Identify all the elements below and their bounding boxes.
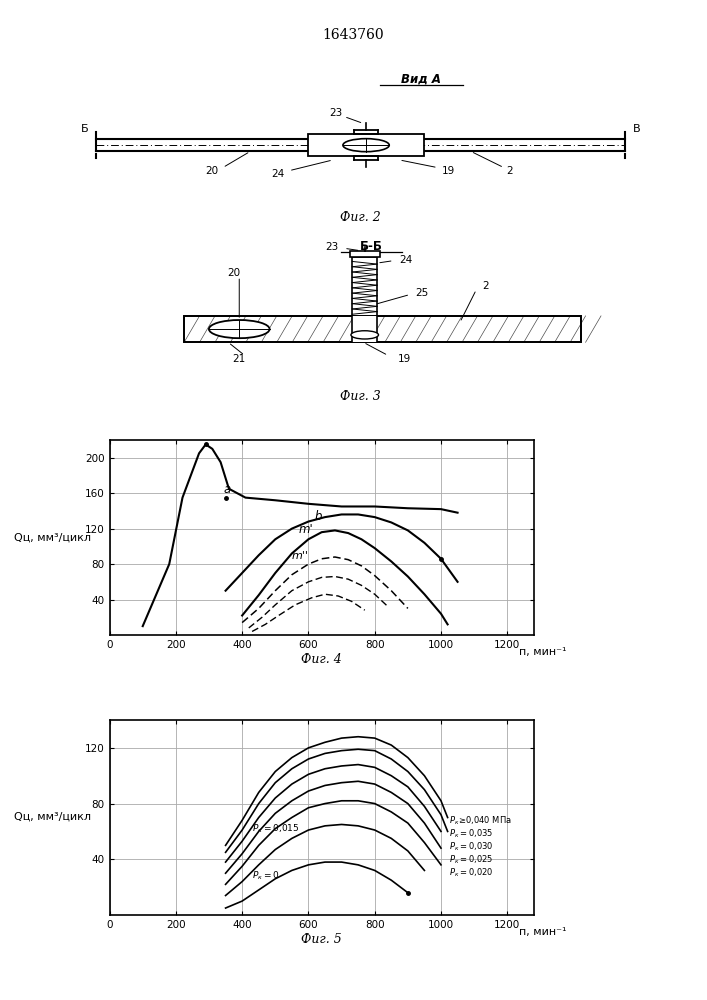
Text: b: b: [315, 510, 322, 523]
Text: $P_{\kappa}=0{,}020$: $P_{\kappa}=0{,}020$: [449, 867, 493, 879]
Text: $P_{\kappa}=0{,}035$: $P_{\kappa}=0{,}035$: [449, 828, 493, 840]
Bar: [352, 316, 377, 342]
Text: $P_{\kappa}=0{,}025$: $P_{\kappa}=0{,}025$: [449, 853, 493, 866]
X-axis label: п, мин⁻¹: п, мин⁻¹: [518, 647, 566, 657]
Text: Фиг. 2: Фиг. 2: [340, 211, 381, 224]
Text: 20: 20: [205, 166, 218, 176]
Text: Qц, мм³/цикл: Qц, мм³/цикл: [14, 812, 91, 822]
Text: Вид A: Вид A: [402, 73, 441, 86]
Circle shape: [343, 139, 390, 152]
Text: a: a: [224, 483, 231, 496]
Bar: [184, 316, 581, 342]
Text: 2: 2: [482, 281, 489, 291]
Bar: [184, 316, 581, 342]
Text: 25: 25: [416, 288, 429, 298]
Text: 2: 2: [506, 166, 513, 176]
Text: 19: 19: [442, 166, 455, 176]
Text: $P_{\kappa}=0{,}015$: $P_{\kappa}=0{,}015$: [252, 822, 300, 835]
Text: 19: 19: [398, 354, 411, 364]
Text: 24: 24: [399, 255, 412, 265]
Text: m'': m'': [291, 551, 308, 561]
Text: $P_{\kappa}=0$: $P_{\kappa}=0$: [252, 870, 280, 882]
Text: m': m': [298, 523, 313, 536]
Circle shape: [209, 320, 269, 338]
Bar: [308, 134, 424, 156]
Text: $P_{\kappa}=0{,}030$: $P_{\kappa}=0{,}030$: [449, 840, 493, 853]
Bar: [184, 316, 581, 342]
Bar: [352, 256, 377, 316]
Text: 23: 23: [329, 108, 342, 118]
Text: 20: 20: [227, 268, 240, 278]
Text: $P_{\kappa}\!\geq\!0{,}040$ МПа: $P_{\kappa}\!\geq\!0{,}040$ МПа: [449, 814, 512, 827]
Text: Б: Б: [81, 124, 88, 134]
Text: Фиг. 3: Фиг. 3: [340, 390, 381, 403]
X-axis label: п, мин⁻¹: п, мин⁻¹: [518, 927, 566, 937]
Text: 1643760: 1643760: [322, 28, 385, 42]
Text: 23: 23: [325, 242, 339, 252]
Text: Фиг. 5: Фиг. 5: [301, 933, 342, 946]
Bar: [349, 251, 380, 256]
Text: 21: 21: [233, 354, 246, 364]
Circle shape: [351, 331, 378, 339]
Text: 24: 24: [271, 169, 284, 179]
Text: Фиг. 4: Фиг. 4: [301, 653, 342, 666]
Text: Б-Б: Б-Б: [360, 240, 383, 253]
Text: Qц, мм³/цикл: Qц, мм³/цикл: [14, 533, 91, 543]
Text: В: В: [633, 124, 640, 134]
